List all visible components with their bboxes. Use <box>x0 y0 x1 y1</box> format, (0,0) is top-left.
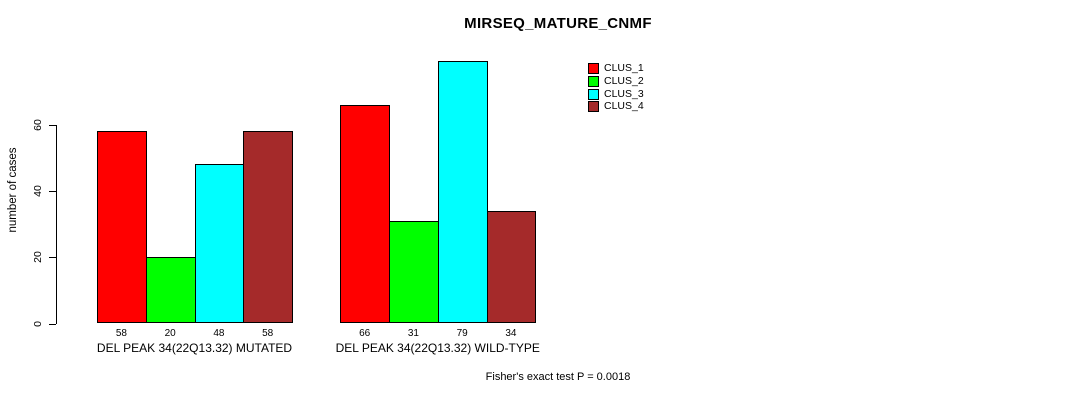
y-axis-tick-label: 40 <box>32 184 44 197</box>
bar-value-label: 48 <box>213 328 225 339</box>
y-axis-tick-label: 0 <box>32 320 44 327</box>
y-axis-label: number of cases <box>7 147 19 233</box>
fisher-test-footnote: Fisher's exact test P = 0.0018 <box>485 371 631 383</box>
legend-item-label: CLUS_4 <box>604 100 644 113</box>
y-axis-tick <box>49 190 56 192</box>
bar-value-label: 20 <box>164 328 176 339</box>
x-group-label: DEL PEAK 34(22Q13.32) MUTATED <box>96 341 293 355</box>
y-axis-tick-label: 60 <box>32 118 44 131</box>
bar-clus_3 <box>437 61 488 324</box>
y-axis-tick <box>49 323 56 325</box>
bar-clus_1 <box>340 104 390 324</box>
y-axis-tick-label: 20 <box>32 251 44 263</box>
legend-item-label: CLUS_3 <box>604 87 644 100</box>
x-group-label: DEL PEAK 34(22Q13.32) WILD-TYPE <box>335 341 540 355</box>
chart-title: MIRSEQ_MATURE_CNMF <box>464 15 652 32</box>
bar-clus_1 <box>97 131 147 324</box>
legend-swatch-icon <box>588 63 599 74</box>
bar-clus_4 <box>243 131 293 324</box>
bar-value-label: 66 <box>359 328 371 339</box>
bar-clus_4 <box>486 210 537 324</box>
y-axis-tick <box>49 257 56 259</box>
bar-value-label: 34 <box>505 328 517 339</box>
bar-clus_2 <box>389 220 439 324</box>
legend-item-label: CLUS_2 <box>604 74 644 87</box>
y-axis-line <box>56 124 57 324</box>
bar-value-label: 58 <box>115 328 127 339</box>
y-axis-tick <box>49 124 56 126</box>
bar-value-label: 58 <box>262 328 274 339</box>
bar-clus_2 <box>145 257 196 324</box>
legend-swatch-icon <box>588 101 599 113</box>
legend-swatch-icon <box>588 88 599 100</box>
bar-clus_3 <box>194 164 245 324</box>
bar-value-label: 79 <box>456 328 468 339</box>
legend-item-label: CLUS_1 <box>604 62 644 74</box>
legend-swatch-icon <box>588 75 599 87</box>
bar-value-label: 31 <box>407 328 419 339</box>
